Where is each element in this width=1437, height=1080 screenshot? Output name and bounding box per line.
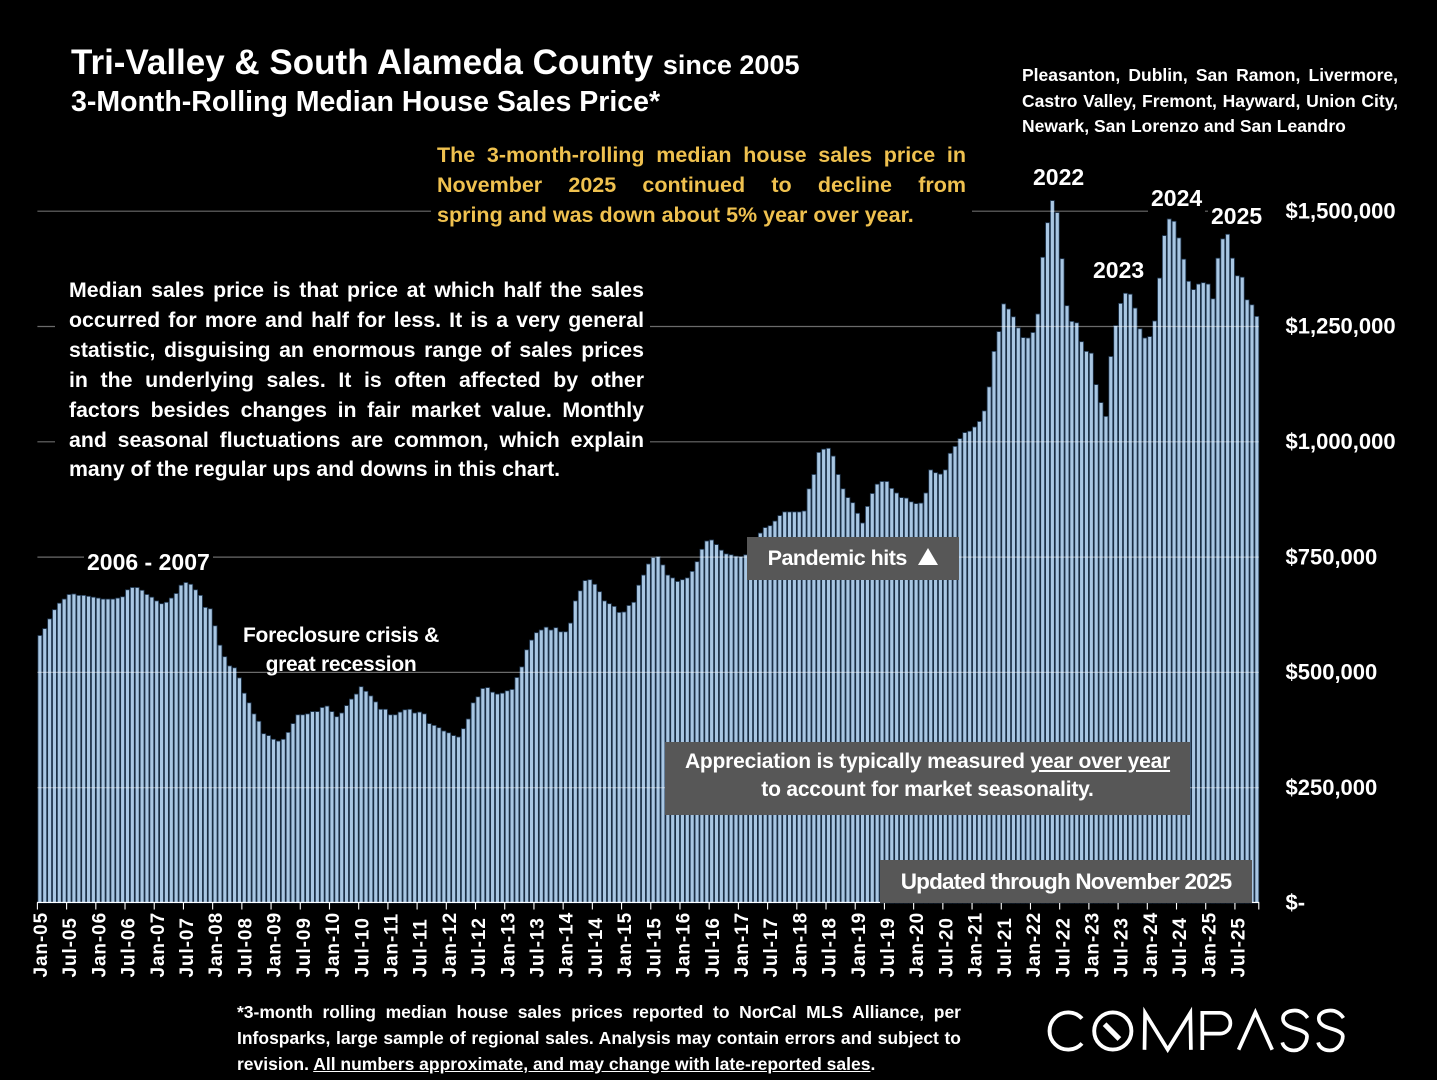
svg-text:$-: $- bbox=[1286, 890, 1306, 915]
svg-text:Jul-25: Jul-25 bbox=[1229, 917, 1250, 977]
svg-text:Jul-06: Jul-06 bbox=[119, 917, 140, 977]
svg-text:Jan-08: Jan-08 bbox=[206, 912, 227, 978]
svg-text:Jan-14: Jan-14 bbox=[557, 912, 578, 978]
svg-text:Jan-05: Jan-05 bbox=[31, 912, 52, 978]
svg-text:Jan-20: Jan-20 bbox=[907, 912, 928, 978]
svg-text:Jan-18: Jan-18 bbox=[790, 912, 811, 978]
svg-text:Jul-12: Jul-12 bbox=[469, 917, 490, 977]
svg-text:Jul-07: Jul-07 bbox=[177, 917, 198, 977]
svg-text:Jan-06: Jan-06 bbox=[89, 912, 110, 978]
svg-text:Jan-13: Jan-13 bbox=[498, 912, 519, 978]
svg-text:Jul-24: Jul-24 bbox=[1170, 917, 1191, 977]
svg-text:Jul-10: Jul-10 bbox=[352, 917, 373, 977]
svg-text:Jan-25: Jan-25 bbox=[1199, 912, 1220, 978]
svg-text:Jul-15: Jul-15 bbox=[644, 917, 665, 977]
svg-text:Jul-11: Jul-11 bbox=[411, 918, 432, 977]
svg-text:$1,250,000: $1,250,000 bbox=[1286, 314, 1396, 339]
svg-text:Jan-16: Jan-16 bbox=[674, 912, 695, 978]
svg-text:Jul-09: Jul-09 bbox=[294, 917, 315, 977]
svg-text:Jul-18: Jul-18 bbox=[820, 917, 841, 977]
svg-text:Jul-16: Jul-16 bbox=[703, 917, 724, 977]
svg-text:Jul-08: Jul-08 bbox=[236, 917, 257, 977]
svg-text:Jan-23: Jan-23 bbox=[1083, 912, 1104, 978]
svg-text:$1,500,000: $1,500,000 bbox=[1286, 198, 1396, 223]
svg-text:Jul-17: Jul-17 bbox=[761, 917, 782, 977]
svg-text:Jul-19: Jul-19 bbox=[878, 917, 899, 977]
svg-text:Jul-20: Jul-20 bbox=[936, 917, 957, 977]
svg-text:Jul-05: Jul-05 bbox=[60, 917, 81, 977]
svg-text:$250,000: $250,000 bbox=[1286, 775, 1378, 800]
svg-text:$750,000: $750,000 bbox=[1286, 544, 1378, 569]
svg-text:Jan-07: Jan-07 bbox=[148, 912, 169, 978]
svg-text:Jan-19: Jan-19 bbox=[849, 912, 870, 978]
svg-text:Jul-23: Jul-23 bbox=[1112, 917, 1133, 977]
svg-text:Jul-14: Jul-14 bbox=[586, 917, 607, 977]
svg-text:Jan-21: Jan-21 bbox=[966, 912, 987, 978]
svg-text:$1,000,000: $1,000,000 bbox=[1286, 429, 1396, 454]
svg-text:Jan-17: Jan-17 bbox=[732, 912, 753, 978]
svg-text:Jul-21: Jul-21 bbox=[995, 917, 1016, 977]
svg-text:$500,000: $500,000 bbox=[1286, 660, 1378, 685]
svg-text:Jul-13: Jul-13 bbox=[528, 917, 549, 977]
svg-text:Jan-11: Jan-11 bbox=[382, 913, 403, 978]
svg-text:Jan-24: Jan-24 bbox=[1141, 912, 1162, 978]
svg-text:Jan-10: Jan-10 bbox=[323, 912, 344, 978]
svg-text:Jul-22: Jul-22 bbox=[1053, 917, 1074, 977]
svg-text:Jan-09: Jan-09 bbox=[265, 912, 286, 978]
svg-text:Jan-12: Jan-12 bbox=[440, 912, 461, 978]
svg-text:Jan-15: Jan-15 bbox=[615, 912, 636, 978]
svg-text:Jan-22: Jan-22 bbox=[1024, 912, 1045, 978]
